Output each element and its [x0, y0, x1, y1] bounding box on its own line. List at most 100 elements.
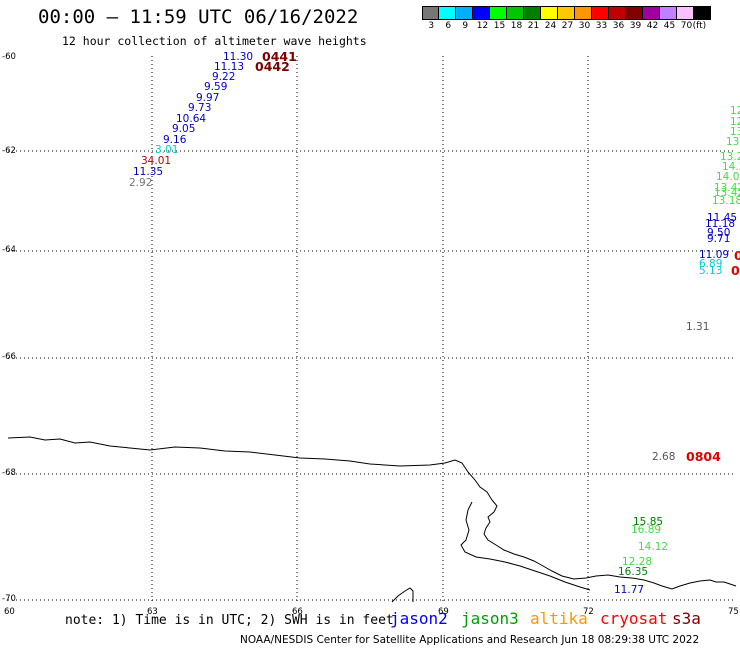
lat-label: -60: [2, 52, 16, 62]
satellite-jason3: jason3: [461, 609, 519, 628]
wave-height-value: 2.92: [129, 177, 153, 189]
pass-time-label: 0804: [686, 449, 721, 464]
wave-height-value: 9.16: [163, 134, 187, 146]
wave-height-value: 14.09: [716, 171, 740, 183]
wave-height-value: 9.59: [204, 81, 228, 93]
wave-height-value: 11.13: [214, 61, 245, 73]
legend-swatch: [575, 6, 592, 20]
satellite-altika: altika: [530, 609, 588, 628]
map-subtitle: 12 hour collection of altimeter wave hei…: [62, 34, 367, 48]
legend-label: 12: [476, 21, 489, 31]
wave-height-value: 9.71: [707, 233, 731, 245]
legend-label: 24: [544, 21, 557, 31]
legend-label: 6: [445, 21, 452, 31]
wave-height-value: 13.2: [720, 151, 740, 163]
wave-height-value: 12: [730, 105, 740, 117]
wave-height-value: 13.: [726, 136, 740, 148]
legend-swatch: [473, 6, 490, 20]
legend-label: 36: [612, 21, 625, 31]
lon-label: 63: [147, 607, 158, 617]
legend-label: 45: [663, 21, 676, 31]
coastline-lower: [391, 587, 414, 603]
lon-label: 60: [4, 607, 15, 617]
pass-time-label: 0442: [255, 59, 290, 74]
legend-swatch: [694, 6, 711, 20]
legend-label: 27: [561, 21, 574, 31]
coastline: [7, 436, 737, 603]
lon-label: 75: [728, 607, 739, 617]
legend-label: 3: [428, 21, 435, 31]
wave-height-value: 12: [730, 116, 740, 128]
legend-label: 15: [493, 21, 506, 31]
wave-height-value: 13.42: [714, 182, 740, 194]
lat-label: -62: [2, 146, 16, 156]
wave-height-value: 11.77: [614, 584, 645, 596]
wave-height-value: 14.2: [722, 161, 740, 173]
coastline-main: [7, 436, 737, 590]
wave-height-value: 15.85: [633, 516, 664, 528]
legend-swatch: [490, 6, 507, 20]
wave-height-value: 34.01: [141, 155, 172, 167]
wave-height-value: 9.22: [212, 71, 236, 83]
legend-label: 21: [527, 21, 540, 31]
legend-swatch: [643, 6, 660, 20]
pass-time-label: 0: [731, 263, 740, 278]
lon-label: 72: [583, 607, 594, 617]
map-title: 00:00 – 11:59 UTC 06/16/2022: [38, 6, 359, 28]
footer-credit: NOAA/NESDIS Center for Satellite Applica…: [240, 634, 700, 646]
lon-label: 66: [292, 607, 303, 617]
legend-swatch: [439, 6, 456, 20]
lon-label: 69: [438, 607, 449, 617]
lat-label: -68: [2, 468, 16, 478]
wave-height-value: 10.64: [176, 113, 207, 125]
legend-label: 9: [462, 21, 469, 31]
legend-swatch: [677, 6, 694, 20]
legend-label: 30: [578, 21, 591, 31]
wave-height-value: 11.30: [223, 51, 254, 63]
lat-label: -66: [2, 352, 16, 362]
wave-height-value: 6.89: [699, 258, 723, 270]
wave-height-value: 12.28: [622, 556, 653, 568]
legend-swatch: [524, 6, 541, 20]
wave-height-value: 11.18: [705, 218, 736, 230]
wave-height-value: 5.13: [699, 265, 723, 277]
coastline-inlet: [460, 501, 591, 591]
legend-label: (ft): [692, 21, 707, 31]
color-legend: [422, 6, 711, 20]
legend-labels: 3 6 9 12 15 18 21 24 27 30 33 36 39 42 45 70 (ft): [422, 21, 740, 31]
note-text: note: 1) Time is in UTC; 2) SWH is in fe…: [65, 613, 394, 628]
wave-height-value: 11.09: [699, 249, 730, 261]
pass-time-label: 0: [734, 248, 740, 263]
wave-height-value: 3.01: [155, 144, 179, 156]
legend-label: 39: [629, 21, 642, 31]
legend-swatch: [507, 6, 524, 20]
lat-label: -64: [2, 245, 16, 255]
wave-height-value: 16.35: [618, 566, 649, 578]
legend-swatch: [456, 6, 473, 20]
satellite-jason2: jason2: [390, 609, 448, 628]
legend-swatch: [626, 6, 643, 20]
pass-time-label: 0441: [262, 49, 297, 64]
wave-height-value: 13.42: [714, 187, 740, 199]
wave-height-value: 16.89: [631, 524, 662, 536]
legend-swatch: [592, 6, 609, 20]
wave-height-value: 14.12: [638, 541, 669, 553]
wave-height-value: 2.68: [652, 451, 676, 463]
wave-height-value: 11.35: [133, 166, 164, 178]
wave-height-value: 11.45: [707, 212, 738, 224]
wave-height-value: 9.73: [188, 102, 212, 114]
legend-swatch: [422, 6, 439, 20]
satellite-cryosat: cryosat: [600, 609, 668, 628]
wave-height-value: 9.50: [707, 227, 731, 239]
legend-swatch: [609, 6, 626, 20]
legend-label: 70: [680, 21, 693, 31]
legend-label: 18: [510, 21, 523, 31]
graticule: [8, 56, 736, 602]
satellite-s3a: s3a: [672, 609, 701, 628]
wave-height-value: 9.97: [196, 92, 220, 104]
wave-height-value: 9.05: [172, 123, 196, 135]
wave-height-value: 13.18: [712, 195, 740, 207]
wave-height-value: 1.31: [686, 321, 710, 333]
legend-swatch: [660, 6, 677, 20]
